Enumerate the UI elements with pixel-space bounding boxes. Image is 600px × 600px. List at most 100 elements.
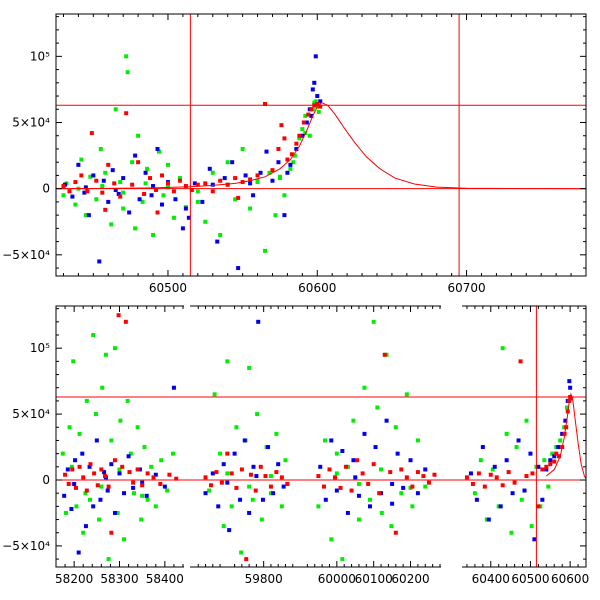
bottom-data-point <box>271 491 276 496</box>
top-data-point <box>70 194 75 199</box>
bottom-data-point <box>244 557 249 562</box>
top-data-point <box>136 160 141 165</box>
bottom-data-point <box>77 431 82 436</box>
bottom-data-point <box>371 462 376 467</box>
bottom-data-point <box>88 497 93 502</box>
top-data-point <box>142 191 147 196</box>
bottom-data-point <box>377 491 382 496</box>
top-data-point <box>151 184 156 189</box>
top-data-point <box>297 136 302 141</box>
bottom-data-point <box>135 467 140 472</box>
top-data-point <box>112 181 117 186</box>
top-data-point <box>151 232 156 237</box>
bottom-data-point <box>390 501 395 506</box>
bottom-data-point <box>426 480 431 485</box>
top-data-point <box>210 189 215 194</box>
bottom-data-point <box>333 475 337 480</box>
bottom-x-tick-label: 60100 <box>355 572 393 586</box>
bottom-data-point <box>506 470 511 475</box>
bottom-x-tick-label: 60600 <box>551 572 589 586</box>
top-data-point <box>282 213 287 218</box>
bottom-data-point <box>472 491 477 496</box>
bottom-data-point <box>167 472 172 477</box>
top-data-point <box>86 213 91 218</box>
bottom-data-point <box>556 445 561 450</box>
bottom-data-point <box>353 475 358 480</box>
bottom-data-point <box>544 467 549 472</box>
bottom-data-point <box>259 517 264 522</box>
bottom-data-point <box>393 425 398 430</box>
bottom-data-point <box>140 480 145 485</box>
bottom-data-point <box>76 550 81 555</box>
bottom-data-point <box>268 491 273 496</box>
top-data-point <box>106 162 111 167</box>
bottom-data-point <box>81 530 86 535</box>
top-panel: 60500 60600 60700 −5×10⁴ 0 5×10⁴ 10⁵ <box>2 13 587 295</box>
bottom-data-point <box>117 467 122 472</box>
bottom-data-point <box>500 483 505 488</box>
top-data-point <box>200 199 205 204</box>
top-data-point <box>285 170 290 175</box>
bottom-data-point <box>546 484 551 489</box>
bottom-data-point <box>351 458 356 463</box>
bottom-data-point <box>84 488 89 493</box>
bottom-data-point <box>404 392 409 397</box>
top-data-point <box>192 181 197 186</box>
bottom-data-point <box>268 484 273 489</box>
top-data-point <box>103 170 108 175</box>
bottom-data-point <box>514 445 519 450</box>
bottom-data-point <box>66 481 71 486</box>
top-data-point <box>157 149 162 154</box>
bottom-data-point <box>258 464 263 469</box>
top-data-point <box>251 193 256 198</box>
bottom-data-point <box>482 484 487 489</box>
bottom-data-point <box>71 359 76 364</box>
top-data-point <box>279 123 284 128</box>
top-data-point <box>313 54 318 59</box>
top-x-tick-label: 60600 <box>298 281 336 295</box>
top-data-point <box>100 190 105 195</box>
bottom-data-point <box>568 385 573 390</box>
bottom-data-point <box>122 491 127 496</box>
top-data-point <box>236 266 241 271</box>
bottom-data-point <box>225 480 230 485</box>
bottom-data-point <box>60 451 65 456</box>
bottom-data-point <box>102 474 107 479</box>
top-data-point <box>309 107 314 112</box>
top-data-point <box>203 181 208 186</box>
bottom-data-point <box>165 488 170 493</box>
bottom-data-point <box>63 510 68 515</box>
top-data-point <box>73 202 78 207</box>
top-data-point <box>116 191 121 196</box>
bottom-data-point <box>564 405 569 410</box>
bottom-data-point <box>389 524 394 529</box>
bottom-data-point <box>375 405 380 410</box>
bottom-data-point <box>153 472 158 477</box>
bottom-data-point <box>568 396 573 401</box>
bottom-data-point <box>410 504 415 509</box>
bottom-data-point <box>500 346 505 351</box>
top-data-point <box>89 131 94 136</box>
top-data-point <box>303 113 308 118</box>
bottom-x-tick-label: 58300 <box>100 572 138 586</box>
bottom-data-point <box>423 484 428 489</box>
top-data-point <box>121 176 126 181</box>
top-data-point <box>113 187 118 192</box>
top-data-point <box>285 157 290 162</box>
top-data-point <box>137 197 142 202</box>
top-data-point <box>145 166 150 171</box>
top-data-point <box>236 195 241 200</box>
bottom-data-point <box>274 431 279 436</box>
top-data-point <box>183 184 188 189</box>
top-data-point <box>109 222 114 227</box>
bottom-data-point <box>494 475 499 480</box>
bottom-data-point <box>323 438 328 443</box>
bottom-data-point <box>476 471 481 476</box>
bottom-data-point <box>225 359 230 364</box>
bottom-data-point <box>327 467 332 472</box>
bottom-data-point <box>415 491 420 496</box>
top-data-point <box>248 206 253 211</box>
top-data-point <box>270 178 275 183</box>
top-model-curve <box>56 102 586 190</box>
bottom-data-point <box>345 510 350 515</box>
